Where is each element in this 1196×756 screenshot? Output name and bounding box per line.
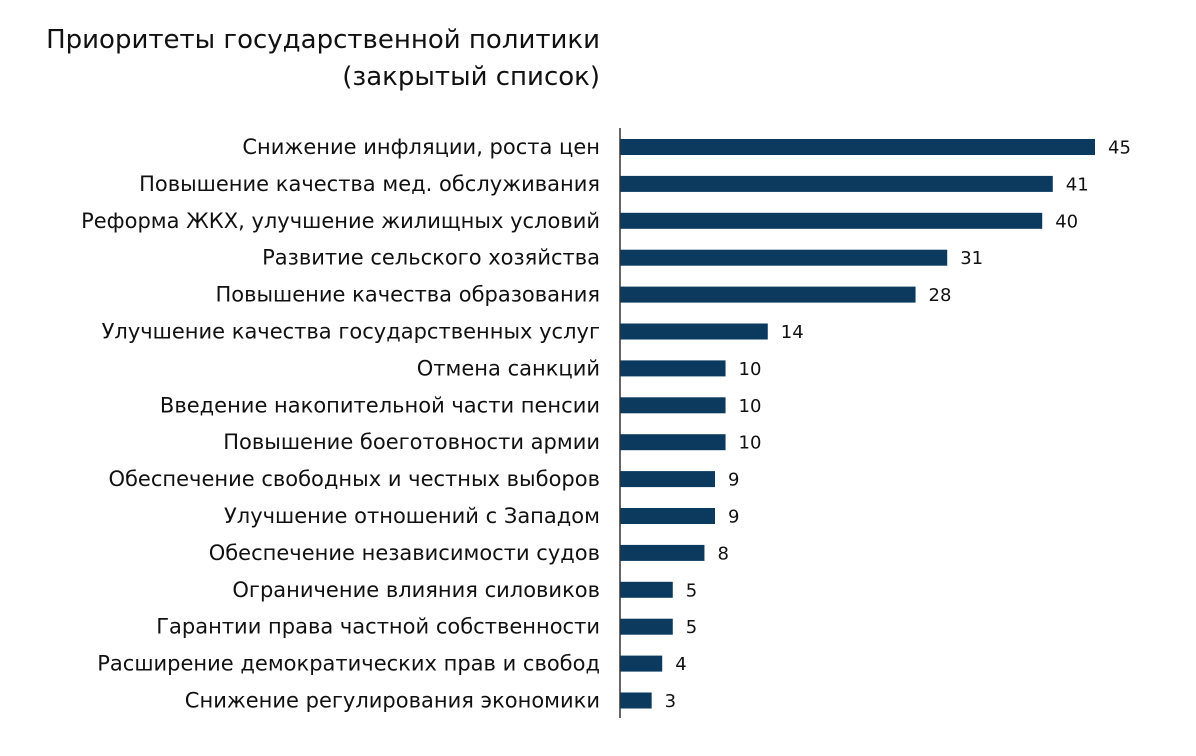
- category-label: Снижение регулирования экономики: [185, 689, 600, 713]
- bars-group: Снижение инфляции, роста цен 45Повышение …: [81, 135, 1131, 713]
- value-label: 4: [675, 654, 686, 675]
- bar: [620, 434, 726, 451]
- category-label: Повышение качества образования: [215, 283, 600, 307]
- value-label: 45: [1108, 138, 1131, 159]
- category-label: Расширение демократических прав и свобод: [97, 652, 600, 676]
- value-label: 40: [1055, 211, 1078, 232]
- chart-title-line-2: (закрытый список): [342, 62, 600, 92]
- bar: [620, 323, 768, 340]
- bar: [620, 692, 652, 709]
- value-label: 31: [960, 248, 983, 269]
- category-label: Реформа ЖКХ, улучшение жилищных условий: [81, 209, 600, 233]
- value-label: 8: [717, 543, 728, 564]
- category-label: Улучшение отношений с Западом: [224, 504, 600, 528]
- value-label: 10: [739, 396, 762, 417]
- bar: [620, 471, 715, 488]
- bar: [620, 249, 948, 266]
- value-label: 9: [728, 507, 739, 528]
- category-label: Ограничение влияния силовиков: [232, 578, 600, 602]
- category-label: Развитие сельского хозяйства: [262, 246, 600, 270]
- value-label: 3: [665, 691, 676, 712]
- value-label: 10: [739, 359, 762, 380]
- value-label: 14: [781, 322, 804, 343]
- bar: [620, 544, 705, 561]
- bar: [620, 175, 1053, 192]
- value-label: 5: [686, 580, 697, 601]
- value-label: 41: [1066, 174, 1089, 195]
- bar: [620, 581, 673, 598]
- category-label: Повышение качества мед. обслуживания: [139, 172, 600, 196]
- value-label: 28: [929, 285, 952, 306]
- category-label: Обеспечение свободных и честных выборов: [108, 467, 600, 491]
- bar: [620, 618, 673, 635]
- category-label: Отмена санкций: [417, 356, 600, 380]
- category-label: Улучшение качества государственных услуг: [102, 320, 600, 344]
- bar: [620, 508, 715, 524]
- category-label: Снижение инфляции, роста цен: [242, 135, 600, 159]
- category-label: Введение накопительной части пенсии: [160, 393, 600, 417]
- bar: [620, 397, 726, 414]
- value-label: 9: [728, 470, 739, 491]
- bar: [620, 212, 1043, 229]
- category-label: Гарантии права частной собственности: [156, 615, 600, 639]
- value-label: 10: [739, 433, 762, 454]
- bar: [620, 655, 663, 672]
- category-label: Обеспечение независимости судов: [209, 541, 600, 565]
- bar: [620, 139, 1095, 155]
- bar: [620, 360, 726, 377]
- bar: [620, 286, 916, 303]
- chart-title-line-1: Приоритеты государственной политики: [46, 25, 600, 55]
- category-label: Повышение боеготовности армии: [223, 430, 600, 454]
- value-label: 5: [686, 617, 697, 638]
- chart-title: Приоритеты государственной политики (зак…: [0, 22, 600, 96]
